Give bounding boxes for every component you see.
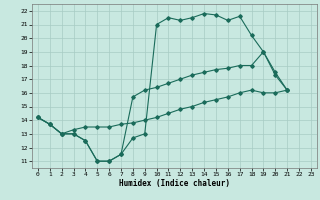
X-axis label: Humidex (Indice chaleur): Humidex (Indice chaleur): [119, 179, 230, 188]
